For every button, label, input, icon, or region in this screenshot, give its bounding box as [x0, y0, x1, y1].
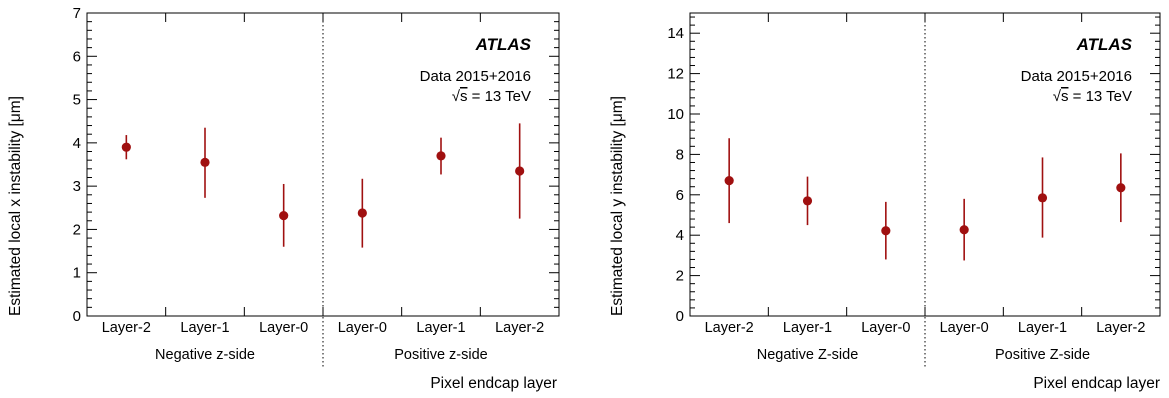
group-label-negative: Negative z-side — [155, 347, 255, 363]
data-point — [1116, 183, 1126, 193]
data-point — [802, 196, 813, 206]
data-point — [279, 210, 289, 221]
x-tick-label: Layer-2 — [495, 320, 544, 336]
energy-value: = 13 TeV — [467, 88, 531, 105]
x-tick-label: Layer-1 — [180, 320, 229, 336]
x-axis-title: Pixel endcap layer — [430, 375, 557, 392]
panel-local-y: Estimated local y instability [μm] Pixel… — [609, 12, 1161, 392]
x-tick-label: Layer-2 — [1096, 320, 1145, 336]
y-tick-label: 10 — [667, 106, 684, 123]
y-tick-label: 3 — [73, 178, 81, 195]
x-tick-label: Layer-0 — [940, 320, 989, 336]
x-axis-title: Pixel endcap layer — [1033, 375, 1160, 392]
dataset-label: Data 2015+2016 — [420, 68, 531, 85]
y-tick-label: 5 — [73, 92, 81, 109]
x-tick-label: Layer-1 — [416, 320, 465, 336]
y-tick-label: 6 — [676, 187, 684, 204]
y-tick-label: 2 — [676, 268, 684, 285]
atlas-label: ATLAS — [1076, 35, 1133, 54]
x-tick-label: Layer-1 — [1018, 320, 1067, 336]
x-tick-label: Layer-2 — [705, 320, 754, 336]
data-point — [436, 151, 446, 161]
y-tick-label: 14 — [667, 25, 684, 42]
atlas-label: ATLAS — [475, 35, 532, 54]
y-axis-title: Estimated local y instability [μm] — [609, 96, 626, 316]
energy-label: √s = 13 TeV — [1053, 88, 1132, 105]
y-tick-label: 0 — [73, 308, 81, 325]
energy-label: √s = 13 TeV — [452, 88, 531, 105]
data-point — [881, 226, 891, 236]
data-point — [724, 176, 734, 186]
y-tick-label: 12 — [667, 66, 684, 83]
x-tick-label: Layer-0 — [259, 320, 308, 336]
energy-value: = 13 TeV — [1068, 88, 1132, 105]
y-axis-title: Estimated local x instability [μm] — [7, 96, 24, 316]
y-tick-label: 2 — [73, 221, 81, 238]
energy-s: s — [460, 88, 468, 105]
data-point — [1037, 193, 1048, 203]
dataset-label: Data 2015+2016 — [1021, 68, 1132, 85]
x-tick-label: Layer-0 — [861, 320, 910, 336]
energy-s: s — [1061, 88, 1069, 105]
group-label-positive: Positive z-side — [394, 347, 487, 363]
y-tick-label: 1 — [73, 265, 81, 282]
panel-local-x: Estimated local x instability [μm] Pixel… — [7, 5, 560, 392]
y-tick-label: 4 — [73, 135, 81, 152]
data-point — [515, 166, 525, 176]
x-tick-label: Layer-1 — [783, 320, 832, 336]
y-tick-label: 4 — [676, 227, 684, 244]
y-tick-label: 6 — [73, 48, 81, 65]
data-point — [200, 157, 210, 167]
group-label-positive: Positive Z-side — [995, 347, 1090, 363]
y-tick-label: 7 — [73, 5, 81, 22]
x-tick-label: Layer-0 — [338, 320, 387, 336]
y-tick-label: 0 — [676, 308, 684, 325]
data-point — [357, 208, 367, 218]
data-point — [959, 225, 969, 235]
data-point — [121, 142, 131, 152]
y-tick-label: 8 — [676, 146, 684, 163]
group-label-negative: Negative Z-side — [757, 347, 859, 363]
x-tick-label: Layer-2 — [102, 320, 151, 336]
